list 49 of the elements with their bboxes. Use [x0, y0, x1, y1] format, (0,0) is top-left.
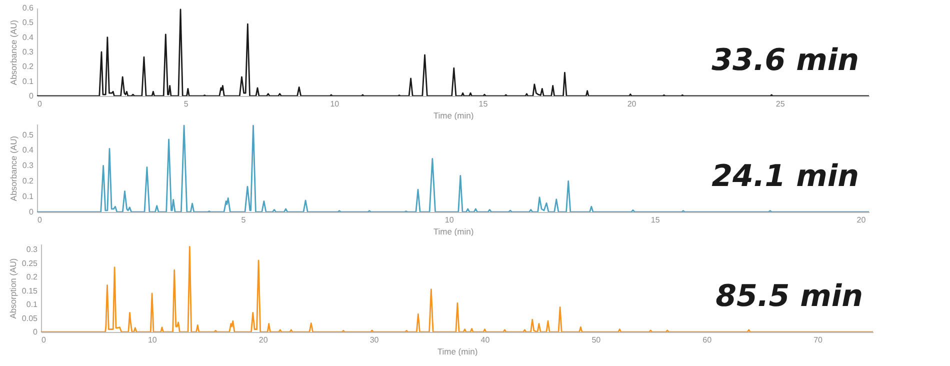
y-tick-label: 0.15: [22, 286, 38, 296]
y-tick-label: 0: [29, 208, 34, 216]
y-axis-title: Absorbance (AU): [8, 136, 18, 202]
y-tick-label: 0.1: [22, 192, 34, 202]
x-tick-label: 5: [241, 216, 246, 224]
x-tick-label: 10: [444, 216, 454, 224]
x-tick-label: 5: [184, 100, 189, 108]
y-tick-label: 0.2: [26, 272, 38, 282]
x-tick-label: 20: [856, 216, 866, 224]
annotation: 33.6 min: [712, 42, 859, 78]
y-tick-label: 0.25: [22, 258, 38, 268]
x-tick-label: 70: [814, 336, 824, 344]
line-series: [41, 246, 873, 332]
y-tick-label: 0.4: [22, 32, 34, 42]
line-series: [37, 124, 869, 212]
x-axis-title: Time (min): [437, 346, 478, 356]
y-tick-label: 0: [29, 92, 34, 100]
y-tick-label: 0: [33, 328, 38, 336]
y-tick-label: 0.05: [22, 314, 38, 323]
y-tick-label: 0.3: [22, 48, 34, 56]
y-tick-label: 0.3: [22, 161, 34, 170]
x-tick-label: 0: [42, 336, 46, 344]
y-axis-title: Absorption (AU): [8, 258, 18, 319]
x-tick-label: 30: [370, 336, 380, 344]
y-tick-label: 0.2: [22, 62, 34, 72]
annotation: 85.5 min: [716, 278, 863, 314]
y-tick-label: 0.1: [26, 300, 38, 309]
y-axis-title: Absorbance (AU): [8, 20, 18, 86]
line-series: [37, 8, 869, 96]
x-tick-label: 15: [478, 100, 488, 108]
y-tick-label: 0.5: [22, 130, 34, 140]
y-tick-label: 0.1: [22, 76, 34, 86]
x-tick-label: 60: [702, 336, 712, 344]
y-tick-label: 0.3: [26, 245, 38, 254]
x-axis-title: Time (min): [433, 226, 474, 236]
x-tick-label: 10: [148, 336, 158, 344]
y-tick-label: 0.5: [22, 18, 34, 28]
x-axis-title: Time (min): [433, 110, 474, 120]
x-tick-label: 20: [258, 336, 268, 344]
x-tick-label: 25: [776, 100, 786, 108]
x-tick-label: 50: [592, 336, 602, 344]
y-tick-label: 0.6: [22, 4, 34, 12]
x-tick-label: 15: [650, 216, 660, 224]
x-tick-label: 40: [480, 336, 490, 344]
annotation: 24.1 min: [712, 158, 859, 194]
x-tick-label: 20: [627, 100, 637, 108]
y-tick-label: 0.4: [22, 146, 34, 155]
x-tick-label: 10: [330, 100, 340, 108]
y-tick-label: 0.2: [22, 176, 34, 186]
